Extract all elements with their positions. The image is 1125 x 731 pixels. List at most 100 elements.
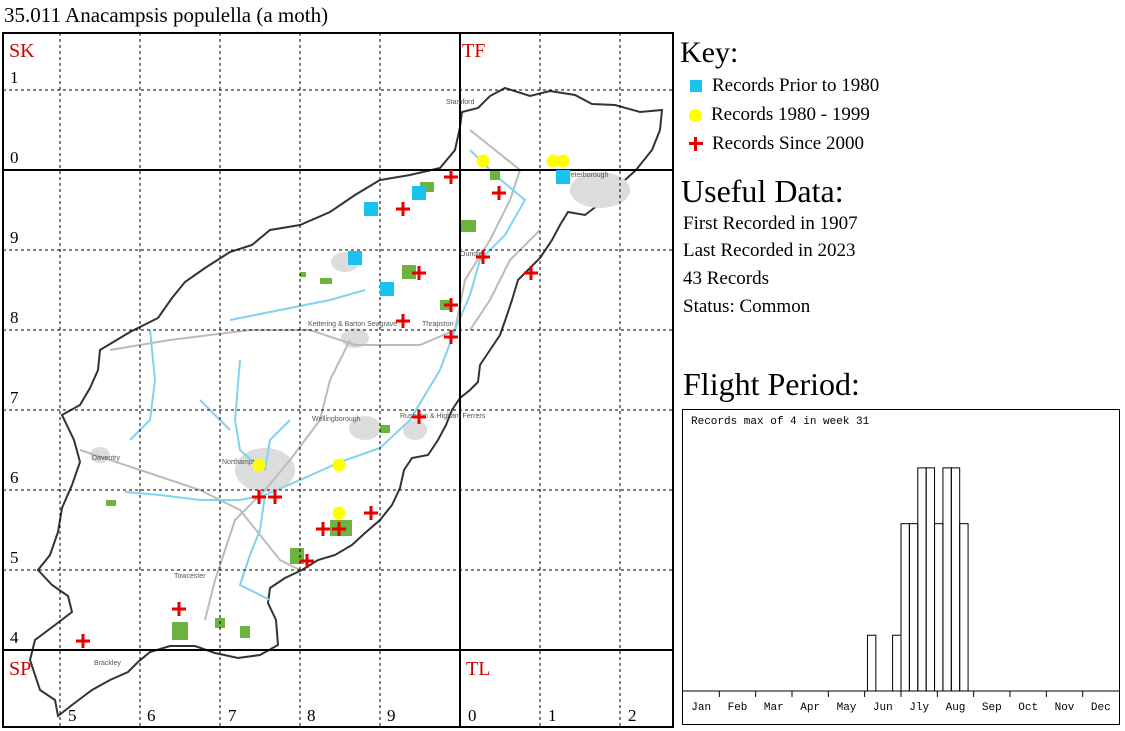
marker-prior-1980 xyxy=(556,170,570,184)
marker-bar xyxy=(444,303,458,307)
marker-1980-1999 xyxy=(556,154,570,168)
month-label: Sep xyxy=(982,702,1002,714)
square-label: SP xyxy=(9,658,31,680)
last-recorded: Last Recorded in 2023 xyxy=(683,240,856,261)
marker-1980-1999 xyxy=(546,154,560,168)
town-label: Thrapston xyxy=(422,321,454,328)
marker-prior-1980 xyxy=(348,251,362,265)
first-recorded: First Recorded in 1907 xyxy=(683,213,858,234)
x-tick-label: 2 xyxy=(628,706,637,725)
flight-period-svg: Jan Feb Mar Apr May Jun Jly Aug Sep Oct Nov Dec xyxy=(683,467,1119,714)
week-bar xyxy=(866,634,877,692)
town-label: Rushden & Higham Ferrers xyxy=(400,413,486,420)
marker-bar xyxy=(412,415,426,419)
square-label: TF xyxy=(462,40,485,62)
week-bar xyxy=(917,467,927,692)
marker-1980-1999 xyxy=(332,506,346,520)
roads xyxy=(79,129,541,621)
month-label: Jly xyxy=(909,702,929,714)
marker-since-2000 xyxy=(476,250,490,264)
marker-since-2000 xyxy=(492,186,506,200)
marker-prior-1980 xyxy=(364,202,378,216)
key-heading: Key: xyxy=(680,36,739,69)
marker-prior-1980 xyxy=(380,282,394,296)
y-tick-label: 0 xyxy=(10,148,19,167)
month-label: Nov xyxy=(1055,702,1075,714)
town-label: Brackley xyxy=(94,660,121,667)
square-label: SK xyxy=(9,40,35,62)
chart-note: Records max of 4 in week 31 xyxy=(691,416,870,428)
marker-since-2000 xyxy=(316,522,330,536)
marker-bar xyxy=(268,495,282,499)
x-tick-label: 8 xyxy=(307,706,316,725)
marker-bar xyxy=(444,335,458,339)
town-label: Kettering & Barton Seagrave xyxy=(308,321,397,328)
key-label: Records Prior to 1980 xyxy=(712,75,880,96)
week-bar xyxy=(950,467,961,692)
marker-bar xyxy=(524,271,538,275)
blue-square-icon xyxy=(690,80,702,92)
week-bar xyxy=(900,523,910,692)
marker-since-2000 xyxy=(364,506,378,520)
marker-bar xyxy=(300,559,314,563)
month-label: Aug xyxy=(946,702,966,714)
key-item-prior-1980: Records Prior to 1980 xyxy=(688,75,879,97)
useful-data-heading: Useful Data: xyxy=(681,173,844,209)
marker-bar xyxy=(332,527,346,531)
y-tick-label: 8 xyxy=(10,308,19,327)
yellow-dot-icon xyxy=(689,108,702,122)
town-label: Daventry xyxy=(92,455,121,462)
y-tick-label: 9 xyxy=(10,228,19,247)
marker-bar xyxy=(396,207,410,211)
key-item-since-2000: Records Since 2000 xyxy=(688,133,864,155)
marker-bar xyxy=(492,191,506,195)
town-label: Oundle xyxy=(460,251,483,258)
marker-bar xyxy=(316,527,330,531)
town-label: Towcester xyxy=(174,573,206,580)
urban-areas xyxy=(90,172,630,492)
week-bar xyxy=(959,523,969,692)
marker-since-2000 xyxy=(300,554,314,568)
y-tick-label: 7 xyxy=(10,388,19,407)
record-markers xyxy=(76,154,570,648)
x-tick-label: 0 xyxy=(468,706,477,725)
marker-1980-1999 xyxy=(252,458,266,472)
marker-since-2000 xyxy=(396,202,410,216)
week-bar xyxy=(892,634,902,692)
town-label: Stamford xyxy=(446,99,475,106)
x-tick-label: 6 xyxy=(147,706,156,725)
town-label: Peterborough xyxy=(566,172,609,179)
marker-since-2000 xyxy=(252,490,266,504)
marker-bar xyxy=(76,639,90,643)
flight-period-chart: Jan Feb Mar Apr May Jun Jly Aug Sep Oct Nov Dec Rec… xyxy=(682,409,1120,725)
marker-since-2000 xyxy=(412,266,426,280)
x-tick-label: 7 xyxy=(228,706,237,725)
square-label: TL xyxy=(466,658,490,680)
town-label: Northampton xyxy=(222,459,263,466)
week-bar xyxy=(908,523,919,692)
week-bar xyxy=(934,523,944,692)
month-label: May xyxy=(837,702,857,714)
map-frame xyxy=(2,32,674,728)
marker-since-2000 xyxy=(524,266,538,280)
week-bar xyxy=(925,467,936,692)
week-bar xyxy=(942,467,952,692)
marker-since-2000 xyxy=(444,330,458,344)
marker-since-2000 xyxy=(332,522,346,536)
key-item-1980-1999: Records 1980 - 1999 xyxy=(688,104,870,126)
marker-bar xyxy=(444,175,458,179)
record-count: 43 Records xyxy=(683,268,770,289)
x-tick-label: 1 xyxy=(548,706,557,725)
x-tick-label: 9 xyxy=(387,706,396,725)
marker-since-2000 xyxy=(444,170,458,184)
month-label: Apr xyxy=(800,702,820,714)
key-label: Records 1980 - 1999 xyxy=(711,104,870,125)
flight-period-heading: Flight Period: xyxy=(683,366,860,402)
town-label: Wellingborough xyxy=(312,416,361,423)
y-tick-label: 1 xyxy=(10,68,19,87)
marker-bar xyxy=(252,495,266,499)
page-title: 35.011 Anacampsis populella (a moth) xyxy=(4,3,329,27)
marker-bar xyxy=(172,607,186,611)
